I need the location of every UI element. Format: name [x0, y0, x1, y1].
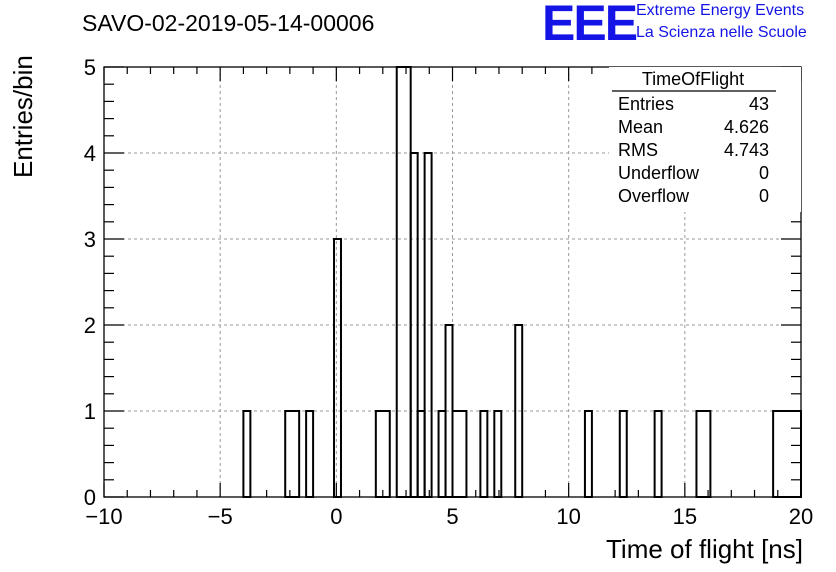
- histogram-bar: [479, 410, 489, 498]
- histogram-bar: [493, 410, 503, 498]
- stats-row-label: Overflow: [618, 186, 690, 206]
- stats-title: TimeOfFlight: [642, 69, 744, 89]
- histogram-bar: [416, 410, 426, 498]
- stats-row-value: 0: [759, 186, 769, 206]
- y-tick-label: 4: [84, 141, 96, 166]
- x-axis-label: Time of flight [ns]: [606, 534, 803, 564]
- histogram-bar: [242, 410, 252, 498]
- stats-box: TimeOfFlight Entries 43 Mean 4.626 RMS 4.743 U…: [609, 67, 801, 212]
- x-tick-label: 0: [330, 504, 342, 529]
- histogram-bar: [284, 410, 301, 498]
- stats-row-label: Mean: [618, 117, 663, 137]
- stats-row-label: Underflow: [618, 163, 700, 183]
- x-tick-label: 5: [446, 504, 458, 529]
- y-tick-label: 3: [84, 227, 96, 252]
- stats-row-label: Entries: [618, 94, 674, 114]
- eee-logo: EEE: [542, 0, 638, 51]
- histogram-bar: [374, 410, 391, 498]
- y-tick-label: 5: [84, 55, 96, 80]
- tick-labels: −10 −5 0 5 10 15 20 0 1 2 3 4 5: [84, 55, 813, 529]
- histogram-bar: [772, 410, 802, 498]
- x-tick-label: −10: [85, 504, 122, 529]
- y-tick-label: 0: [84, 485, 96, 510]
- histogram-bar: [583, 410, 593, 498]
- chart-title: SAVO-02-2019-05-14-00006: [82, 10, 375, 36]
- histogram-bar: [437, 410, 447, 498]
- y-axis-label: Entries/bin: [8, 55, 38, 178]
- histogram-bar: [305, 410, 315, 498]
- histogram-bar: [618, 410, 628, 498]
- histogram-bar: [653, 410, 663, 498]
- stats-row-value: 0: [759, 163, 769, 183]
- x-tick-label: 20: [789, 504, 813, 529]
- logo-caption-line2: La Scienza nelle Scuole: [636, 24, 807, 41]
- y-tick-label: 2: [84, 313, 96, 338]
- stats-row-label: RMS: [618, 140, 658, 160]
- histogram-bar: [451, 410, 468, 498]
- y-tick-label: 1: [84, 399, 96, 424]
- stats-row-value: 4.743: [724, 140, 769, 160]
- histogram-bar: [395, 66, 412, 498]
- x-tick-label: 15: [673, 504, 697, 529]
- x-tick-label: 10: [556, 504, 580, 529]
- logo-caption-line1: Extreme Energy Events: [636, 2, 805, 19]
- histogram-bar: [695, 410, 712, 498]
- stats-row-value: 43: [749, 94, 769, 114]
- stats-row-value: 4.626: [724, 117, 769, 137]
- x-tick-label: −5: [208, 504, 233, 529]
- histogram-bar: [333, 238, 342, 498]
